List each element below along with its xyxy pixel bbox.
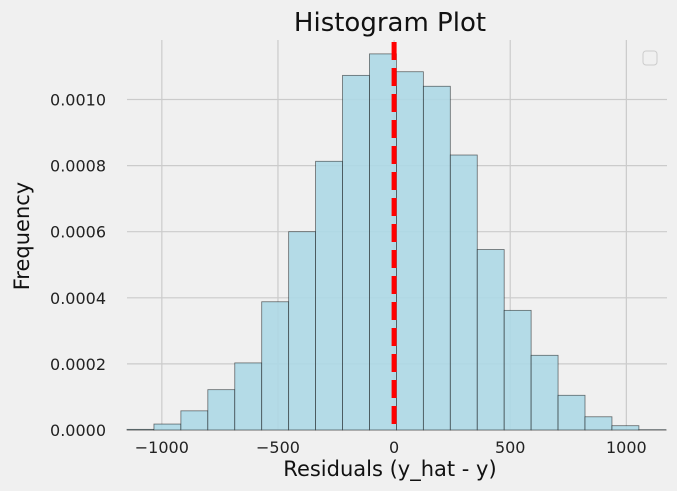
y-tick-label: 0.0000 — [50, 421, 106, 440]
histogram-bar — [342, 74, 370, 431]
y-axis-label: Frequency — [10, 182, 34, 291]
x-tick-label: 0 — [389, 438, 399, 457]
legend-box — [642, 50, 658, 66]
histogram-bar — [315, 160, 343, 431]
x-axis-ticks: −1000 −500 0 500 1000 — [135, 438, 647, 457]
histogram-bar — [476, 249, 505, 431]
x-tick-label: −500 — [256, 438, 300, 457]
x-tick-label: −1000 — [135, 438, 189, 457]
bars — [126, 53, 667, 431]
y-tick-label: 0.0002 — [50, 355, 106, 374]
y-tick-label: 0.0010 — [50, 90, 106, 109]
histogram-bar — [207, 389, 236, 431]
histogram-bar — [422, 85, 451, 431]
histogram-bar — [584, 416, 613, 431]
histogram-bar — [503, 309, 532, 431]
histogram-bar — [449, 154, 478, 431]
histogram-bar — [180, 410, 209, 431]
histogram-bar — [153, 423, 182, 431]
y-tick-label: 0.0006 — [50, 223, 106, 242]
histogram-bar — [530, 354, 559, 431]
y-axis-ticks: 0.0000 0.0002 0.0004 0.0006 0.0008 0.0010 — [50, 90, 106, 440]
chart-title: Histogram Plot — [294, 8, 486, 38]
histogram-bar — [557, 394, 586, 431]
histogram-bar — [126, 428, 155, 431]
histogram-bar — [261, 301, 290, 431]
x-axis-label: Residuals (y_hat - y) — [283, 457, 496, 482]
x-tick-label: 1000 — [606, 438, 647, 457]
histogram-bar — [611, 425, 640, 431]
histogram-bar — [396, 71, 424, 431]
y-tick-label: 0.0004 — [50, 289, 106, 308]
histogram-bar — [234, 362, 263, 431]
x-tick-label: 500 — [495, 438, 526, 457]
y-tick-label: 0.0008 — [50, 157, 106, 176]
histogram-bar — [288, 231, 316, 431]
